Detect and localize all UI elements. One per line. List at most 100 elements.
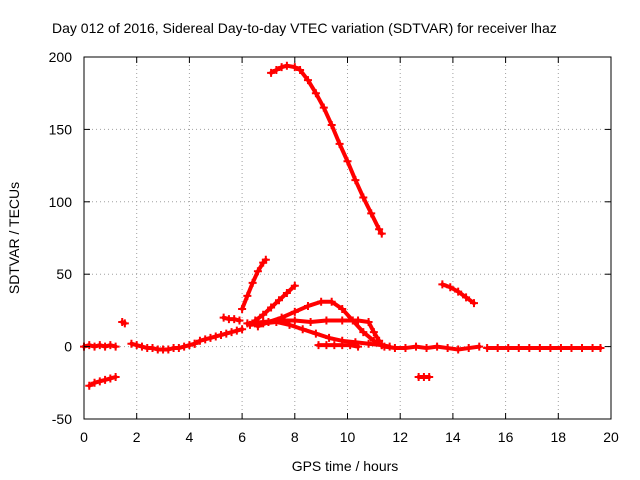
data-point — [185, 341, 194, 350]
data-point — [259, 310, 268, 319]
data-point — [235, 316, 244, 325]
data-point — [253, 267, 262, 276]
data-series — [118, 317, 129, 328]
data-point — [111, 373, 120, 382]
data-point — [369, 328, 378, 337]
data-point — [106, 341, 115, 350]
data-point — [201, 335, 210, 344]
data-point — [217, 331, 226, 340]
data-point — [319, 103, 328, 112]
tick-labels: 0 2 4 6 8 10 12 14 16 18 20 -50 0 50 100 150 200 — [49, 49, 619, 445]
y-tick-label: 100 — [49, 194, 73, 210]
data-point — [483, 344, 492, 353]
grid-lines — [84, 57, 611, 419]
data-point — [195, 336, 204, 345]
data-point — [493, 344, 502, 353]
data-series — [238, 255, 270, 313]
data-point — [311, 89, 320, 98]
x-tick-label: 18 — [551, 429, 567, 445]
data-point — [259, 319, 268, 328]
data-point — [222, 329, 231, 338]
data-point — [95, 341, 104, 350]
data-series — [190, 325, 247, 348]
data-point — [343, 157, 352, 166]
data-point — [401, 344, 410, 353]
x-tick-label: 16 — [498, 429, 514, 445]
data-point — [359, 193, 368, 202]
data-point — [261, 255, 270, 264]
x-tick-label: 14 — [445, 429, 461, 445]
x-tick-label: 2 — [133, 429, 141, 445]
data-series — [438, 280, 478, 308]
data-point — [578, 344, 587, 353]
data-point — [243, 291, 252, 300]
data-point — [190, 339, 199, 348]
data-point — [248, 278, 257, 287]
data-series — [380, 342, 484, 354]
data-point — [412, 342, 421, 351]
data-point — [377, 229, 386, 238]
data-point — [475, 342, 484, 351]
data-point — [327, 297, 336, 306]
data-point — [322, 316, 331, 325]
data-series — [219, 313, 244, 325]
data-point — [120, 319, 129, 328]
data-point — [101, 342, 110, 351]
data-point — [462, 293, 471, 302]
x-axis-label: GPS time / hours — [292, 458, 399, 474]
y-tick-label: 150 — [49, 121, 73, 137]
data-point — [95, 377, 104, 386]
data-point — [438, 280, 447, 289]
data-point — [464, 344, 473, 353]
data-point — [127, 339, 136, 348]
data-point — [290, 63, 299, 72]
data-point — [596, 344, 605, 353]
data-point — [227, 328, 236, 337]
x-tick-label: 8 — [291, 429, 299, 445]
data-point — [106, 374, 115, 383]
data-point — [446, 283, 455, 292]
data-point — [317, 297, 326, 306]
data-point — [346, 341, 355, 350]
data-point — [303, 76, 312, 85]
data-point — [238, 304, 247, 313]
data-point — [238, 325, 247, 334]
data-point — [322, 341, 331, 350]
data-point — [380, 342, 389, 351]
data-series — [85, 373, 120, 390]
data-series — [414, 373, 434, 382]
data-point — [504, 344, 513, 353]
data-point — [85, 381, 94, 390]
y-tick-label: 0 — [64, 339, 72, 355]
data-point — [327, 121, 336, 130]
data-point — [290, 307, 299, 316]
data-series — [267, 61, 386, 238]
data-point — [338, 316, 347, 325]
data-point — [90, 378, 99, 387]
data-point — [272, 66, 281, 75]
data-point — [390, 344, 399, 353]
x-tick-label: 20 — [603, 429, 619, 445]
y-tick-label: 50 — [56, 266, 72, 282]
data-point — [174, 344, 183, 353]
data-point — [367, 209, 376, 218]
data-point — [298, 325, 307, 334]
data-point — [325, 333, 334, 342]
data-point — [364, 317, 373, 326]
data-point — [85, 341, 94, 350]
x-tick-label: 4 — [186, 429, 194, 445]
data-point — [148, 344, 157, 353]
data-point — [454, 287, 463, 296]
data-series — [246, 317, 394, 351]
data-series — [253, 297, 386, 350]
data-series — [314, 341, 363, 351]
data-point — [303, 302, 312, 311]
data-point — [232, 326, 241, 335]
data-point — [330, 341, 339, 350]
data-point — [306, 317, 315, 326]
data-point — [567, 344, 576, 353]
data-point — [180, 342, 189, 351]
data-point — [354, 342, 363, 351]
data-series — [127, 339, 199, 354]
